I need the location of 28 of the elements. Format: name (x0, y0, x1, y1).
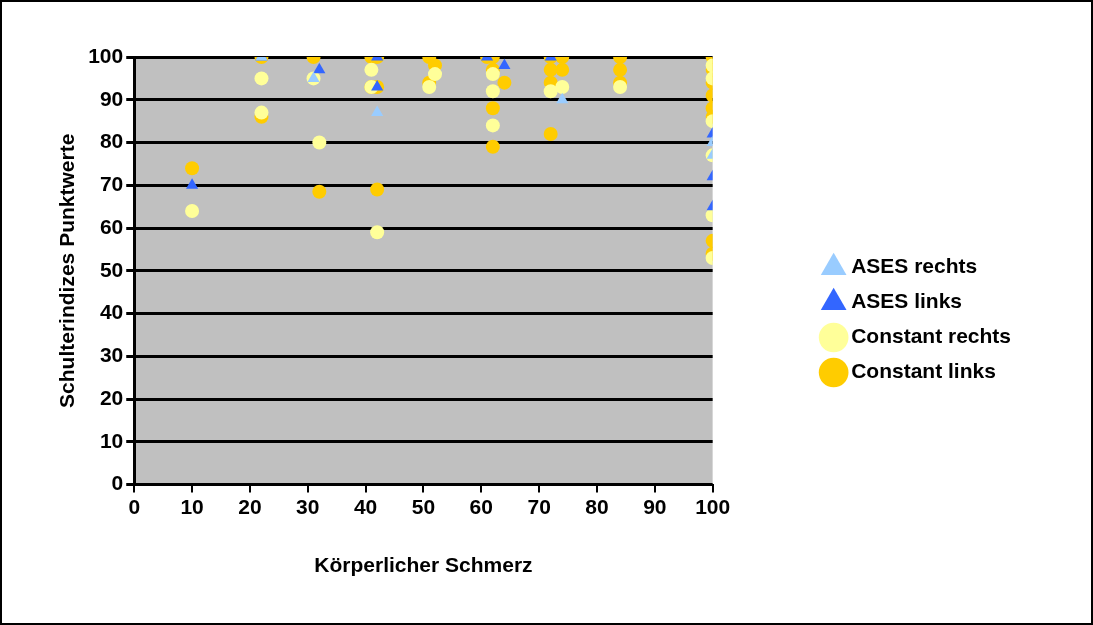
y-tick-label: 50 (99, 257, 124, 281)
y-tick-label: 80 (99, 129, 124, 153)
legend-label: Constant links (851, 359, 996, 383)
x-tick-label: 40 (353, 495, 378, 518)
y-tick-label: 70 (99, 172, 124, 196)
x-tick-label: 20 (238, 495, 262, 518)
legend-label: ASES links (851, 289, 963, 313)
x-tick-label: 60 (469, 495, 493, 518)
x-tick-label: 10 (180, 495, 204, 518)
y-axis-title: Schulterindizes Punktwerte (55, 133, 79, 408)
x-tick-label: 80 (585, 495, 609, 518)
x-tick-label: 0 (128, 495, 141, 518)
y-tick-label: 90 (99, 86, 124, 110)
y-tick-label: 60 (99, 214, 124, 238)
y-tick-label: 0 (111, 471, 124, 495)
legend-label: ASES rechts (851, 254, 978, 278)
y-tick-label: 20 (99, 385, 124, 409)
x-tick-label: 50 (411, 495, 436, 518)
x-tick-label: 100 (695, 495, 731, 518)
y-tick-label: 40 (99, 300, 124, 324)
x-axis-title: Körperlicher Schmerz (314, 553, 533, 577)
x-tick-label: 90 (643, 495, 667, 518)
y-tick-label: 10 (99, 428, 124, 452)
x-tick-label: 30 (296, 495, 320, 518)
y-tick-label: 100 (88, 43, 124, 67)
legend-label: Constant rechts (851, 324, 1011, 348)
x-tick-label: 70 (527, 495, 551, 518)
y-tick-label: 30 (99, 343, 124, 367)
